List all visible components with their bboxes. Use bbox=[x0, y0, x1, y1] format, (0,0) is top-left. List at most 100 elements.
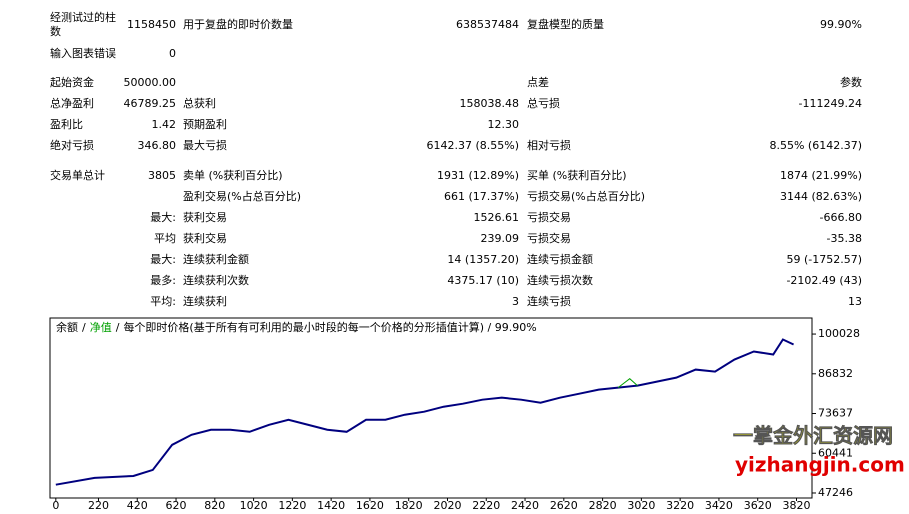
stat-label: 买单 (%获利百分比) bbox=[527, 169, 627, 182]
stat-label: 盈利交易(%占总百分比) bbox=[183, 190, 302, 203]
x-tick-label: 2220 bbox=[472, 499, 500, 512]
y-tick-label: 86832 bbox=[818, 367, 853, 380]
stat-value: 1158450 bbox=[127, 18, 176, 31]
stat-label: 获利交易 bbox=[183, 211, 227, 224]
x-tick-label: 0 bbox=[52, 499, 59, 512]
legend-equity: 净值 bbox=[90, 320, 112, 334]
stat-label: 总净盈利 bbox=[50, 97, 94, 110]
x-tick-label: 3020 bbox=[627, 499, 655, 512]
y-tick-label: 73637 bbox=[818, 407, 853, 420]
stat-value: 平均: bbox=[150, 295, 176, 308]
stat-label: 连续获利次数 bbox=[183, 274, 249, 287]
stat-label: 连续获利 bbox=[183, 295, 227, 308]
stat-value: 1874 (21.99%) bbox=[779, 169, 862, 182]
x-tick-label: 620 bbox=[166, 499, 187, 512]
x-tick-label: 3220 bbox=[666, 499, 694, 512]
stat-label: 用于复盘的即时价数量 bbox=[183, 18, 293, 31]
stat-label: 连续亏损次数 bbox=[527, 274, 593, 287]
legend-sep: / bbox=[82, 321, 86, 334]
stat-value: 158038.48 bbox=[459, 97, 520, 110]
stat-label: 连续亏损金额 bbox=[527, 253, 593, 266]
x-tick-label: 2420 bbox=[511, 499, 539, 512]
series-line bbox=[617, 378, 638, 389]
x-tick-label: 820 bbox=[204, 499, 225, 512]
y-tick-label: 60441 bbox=[818, 446, 853, 459]
x-tick-label: 1620 bbox=[356, 499, 384, 512]
stat-label: 相对亏损 bbox=[527, 139, 571, 152]
legend-sep: / bbox=[116, 321, 120, 334]
stat-label: 复盘模型的质量 bbox=[527, 18, 604, 31]
stat-label: 盈利比 bbox=[50, 118, 83, 131]
stat-value: 3805 bbox=[148, 169, 176, 182]
stat-value: -111249.24 bbox=[798, 97, 862, 110]
x-tick-label: 1820 bbox=[395, 499, 423, 512]
stat-label: 亏损交易 bbox=[527, 232, 571, 245]
x-tick-label: 3820 bbox=[782, 499, 810, 512]
stat-value: 最大: bbox=[150, 211, 176, 224]
stat-label: 点差 bbox=[527, 76, 549, 89]
stat-value: 3 bbox=[512, 295, 519, 308]
stat-value: 46789.25 bbox=[123, 97, 177, 110]
stat-label: 亏损交易(%占总百分比) bbox=[527, 190, 646, 203]
stat-label: 最大亏损 bbox=[183, 139, 227, 152]
x-tick-label: 1420 bbox=[317, 499, 345, 512]
stat-value: 1931 (12.89%) bbox=[436, 169, 519, 182]
stat-value: 1.42 bbox=[151, 118, 177, 131]
x-tick-label: 220 bbox=[88, 499, 109, 512]
plot-frame bbox=[49, 317, 813, 499]
y-tick-label: 100028 bbox=[818, 327, 860, 340]
stat-value: -2102.49 (43) bbox=[786, 274, 862, 287]
stat-value: 239.09 bbox=[480, 232, 520, 245]
x-tick-label: 2020 bbox=[433, 499, 461, 512]
stat-value: 1526.61 bbox=[473, 211, 520, 224]
stat-value: 638537484 bbox=[456, 18, 519, 31]
stat-label: 亏损交易 bbox=[527, 211, 571, 224]
stat-value: 平均 bbox=[154, 232, 176, 245]
stat-value: 346.80 bbox=[137, 139, 177, 152]
stat-label: 预期盈利 bbox=[183, 118, 227, 131]
x-tick-label: 2820 bbox=[589, 499, 617, 512]
legend-note: 每个即时价格(基于所有有可利用的最小时段的每一个价格的分形插值计算) / 99.… bbox=[123, 320, 536, 334]
watermark-url: yizhangjin.com bbox=[735, 453, 905, 477]
x-tick-label: 3620 bbox=[744, 499, 772, 512]
stat-value: 661 (17.37%) bbox=[443, 190, 519, 203]
stat-value: 8.55% (6142.37) bbox=[769, 139, 862, 152]
stat-label: 连续亏损 bbox=[527, 295, 571, 308]
stat-value: 13 bbox=[848, 295, 862, 308]
legend-balance: 余额 bbox=[56, 320, 78, 334]
x-tick-label: 3420 bbox=[705, 499, 733, 512]
legend: 余额 / 净值 / 每个即时价格(基于所有有可利用的最小时段的每一个价格的分形插值计算)… bbox=[56, 320, 537, 334]
stat-value: 参数 bbox=[840, 76, 862, 89]
stat-label: 绝对亏损 bbox=[50, 139, 94, 152]
stat-label: 输入图表错误 bbox=[50, 47, 116, 60]
x-tick-label: 420 bbox=[127, 499, 148, 512]
stat-value: 99.90% bbox=[820, 18, 862, 31]
stat-label: 获利交易 bbox=[183, 232, 227, 245]
stat-label: 经测试过的柱数 bbox=[50, 11, 116, 38]
stat-label: 卖单 (%获利百分比) bbox=[183, 169, 283, 182]
stat-label: 连续获利金额 bbox=[183, 253, 249, 266]
y-tick-label: 47246 bbox=[818, 486, 853, 499]
stat-value: 最多: bbox=[150, 274, 176, 287]
stat-label: 总亏损 bbox=[527, 97, 560, 110]
stat-value: 59 (-1752.57) bbox=[786, 253, 862, 266]
stat-label: 总获利 bbox=[183, 97, 216, 110]
stat-value: -35.38 bbox=[826, 232, 862, 245]
series-line bbox=[55, 338, 795, 486]
stat-value: 6142.37 (8.55%) bbox=[426, 139, 519, 152]
stat-value: 最大: bbox=[150, 253, 176, 266]
x-tick-label: 1020 bbox=[240, 499, 268, 512]
stat-label: 起始资金 bbox=[50, 76, 94, 89]
stat-value: 3144 (82.63%) bbox=[779, 190, 862, 203]
stat-value: 0 bbox=[169, 47, 176, 60]
stat-value: 12.30 bbox=[487, 118, 520, 131]
x-tick-label: 2620 bbox=[550, 499, 578, 512]
stat-value: 14 (1357.20) bbox=[447, 253, 519, 266]
stat-value: 50000.00 bbox=[123, 76, 177, 89]
stat-value: 4375.17 (10) bbox=[447, 274, 519, 287]
watermark-name: 一掌金外汇资源网 bbox=[733, 424, 893, 448]
x-tick-label: 1220 bbox=[278, 499, 306, 512]
stat-label: 交易单总计 bbox=[50, 169, 105, 182]
